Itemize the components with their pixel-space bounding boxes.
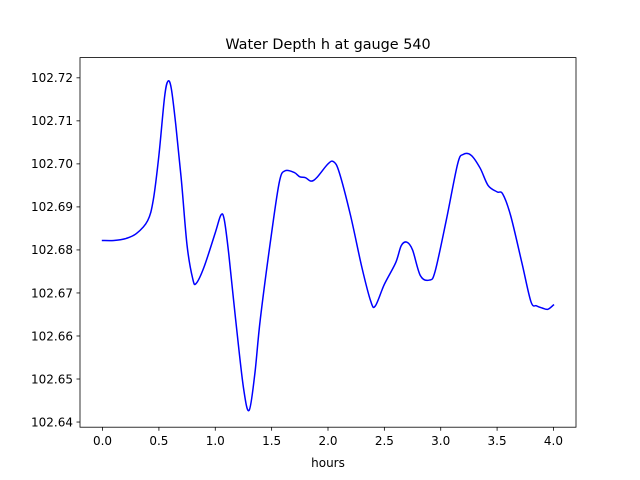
x-tick-label: 3.5 bbox=[488, 434, 507, 448]
x-tick-label: 4.0 bbox=[544, 434, 563, 448]
axes-frame bbox=[79, 57, 577, 428]
y-tick-label: 102.71 bbox=[31, 114, 73, 128]
x-axis-ticks: 0.0 0.5 1.0 1.5 2.0 2.5 3.0 3.5 4.0 bbox=[93, 427, 563, 448]
y-tick-label: 102.66 bbox=[31, 329, 73, 343]
x-tick-label: 1.0 bbox=[206, 434, 225, 448]
x-tick-label: 0.0 bbox=[93, 434, 112, 448]
y-tick-label: 102.70 bbox=[31, 157, 73, 171]
y-axis-ticks: 102.64 102.65 102.66 102.67 102.68 102.69 102.… bbox=[31, 71, 80, 429]
series-line-water-depth bbox=[101, 80, 555, 412]
x-tick-label: 0.5 bbox=[149, 434, 168, 448]
x-axis-label: hours bbox=[311, 456, 345, 470]
y-tick-label: 102.68 bbox=[31, 243, 73, 257]
y-tick-label: 102.67 bbox=[31, 286, 73, 300]
x-tick-label: 1.5 bbox=[262, 434, 281, 448]
plot-area bbox=[101, 80, 555, 412]
chart-title: Water Depth h at gauge 540 bbox=[225, 37, 430, 53]
x-tick-label: 3.0 bbox=[431, 434, 450, 448]
x-tick-label: 2.0 bbox=[318, 434, 337, 448]
y-tick-label: 102.72 bbox=[31, 71, 73, 85]
y-tick-label: 102.64 bbox=[31, 415, 73, 429]
x-tick-label: 2.5 bbox=[375, 434, 394, 448]
y-tick-label: 102.69 bbox=[31, 200, 73, 214]
y-tick-label: 102.65 bbox=[31, 372, 73, 386]
